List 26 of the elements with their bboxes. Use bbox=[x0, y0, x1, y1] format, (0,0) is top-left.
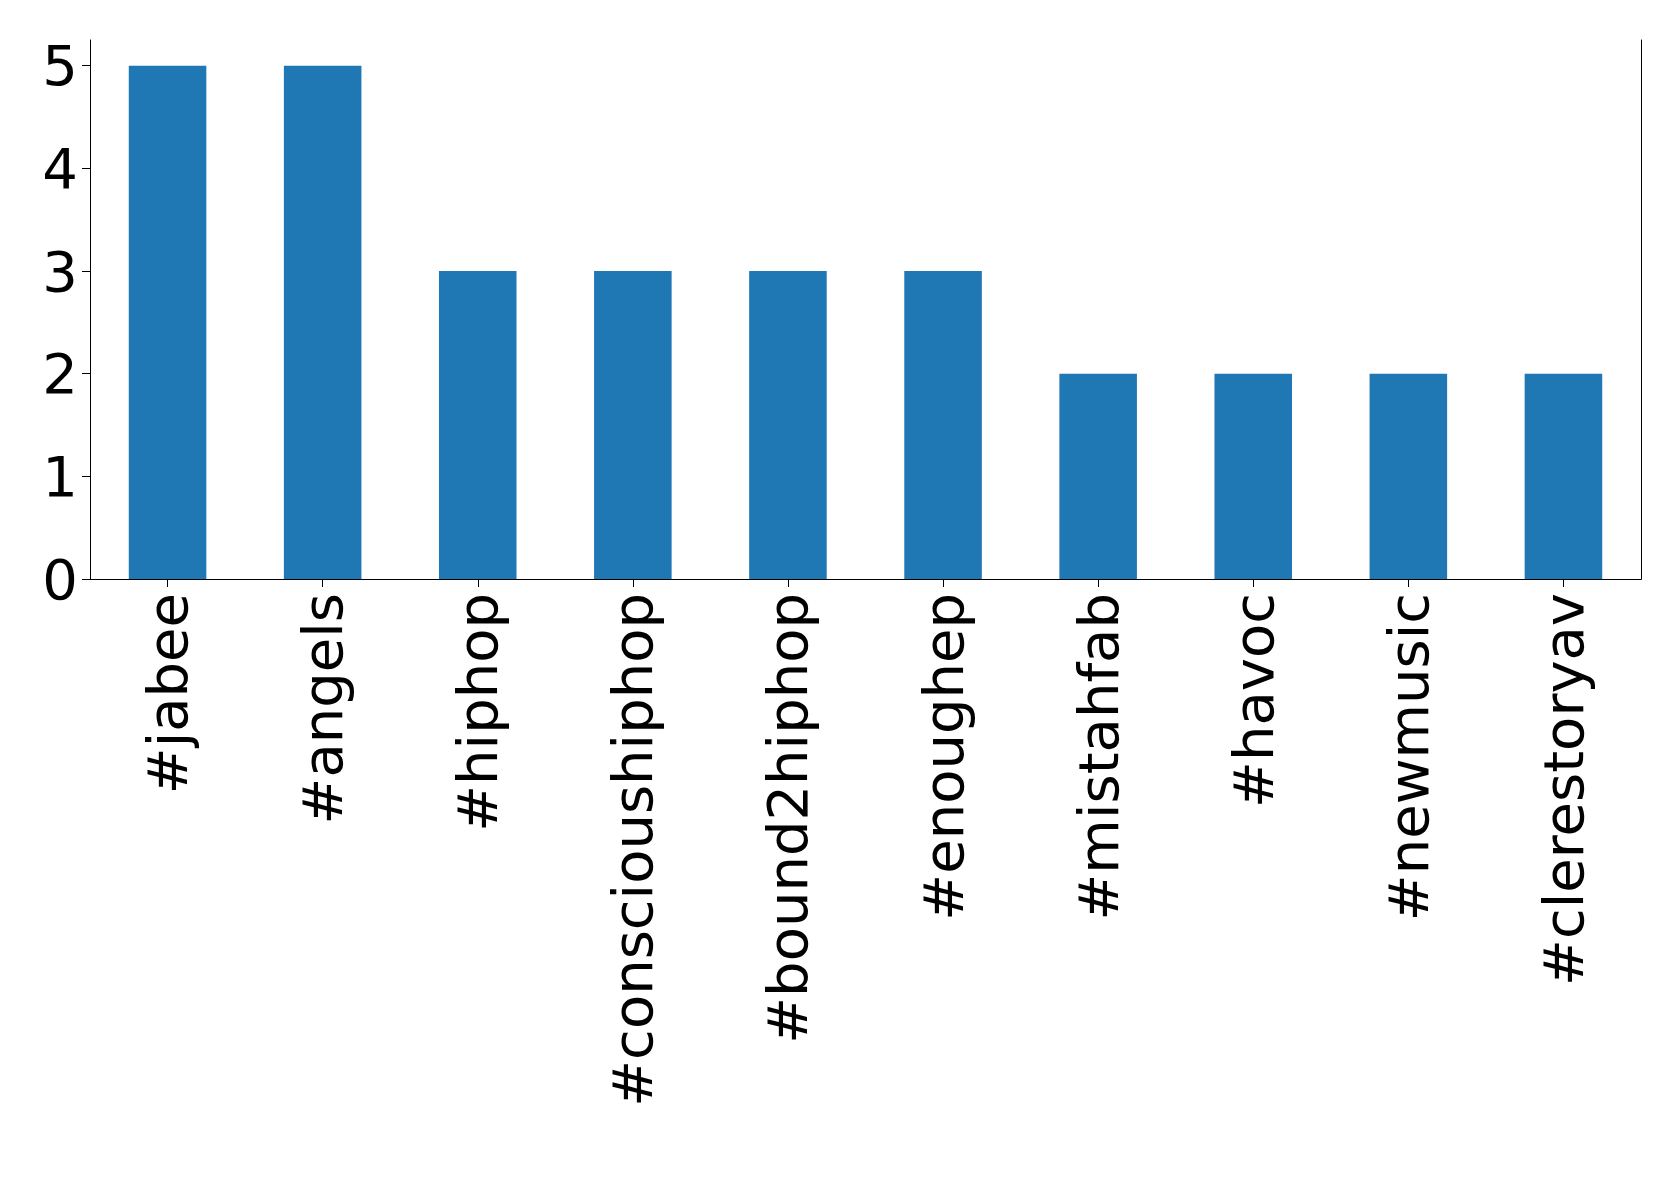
x-tick-label: #newmusic bbox=[1375, 593, 1441, 922]
x-tick-label: #bound2hiphop bbox=[755, 593, 821, 1044]
x-tick-label: #conscioushiphop bbox=[600, 593, 666, 1107]
x-tick-label: #angels bbox=[290, 593, 356, 825]
bar bbox=[1369, 373, 1448, 579]
bar bbox=[904, 271, 982, 579]
y-tick-label: 3 bbox=[42, 238, 78, 304]
bar bbox=[1524, 373, 1603, 579]
bar bbox=[749, 271, 827, 579]
y-tick-label: 2 bbox=[42, 341, 78, 407]
x-tick-label: #enoughep bbox=[910, 593, 976, 921]
x-tick-label: #hiphop bbox=[445, 593, 511, 832]
bar bbox=[1214, 373, 1293, 579]
bar bbox=[283, 65, 362, 579]
bar bbox=[594, 271, 672, 579]
y-tick-label: 1 bbox=[42, 443, 78, 509]
x-tick-label: #havoc bbox=[1220, 593, 1286, 808]
x-tick-label: #jabee bbox=[135, 593, 201, 795]
x-tick-label: #mistahfab bbox=[1065, 593, 1131, 921]
y-tick-label: 0 bbox=[42, 546, 78, 612]
y-tick-label: 4 bbox=[42, 135, 78, 201]
bar bbox=[128, 65, 207, 579]
bar bbox=[1059, 373, 1137, 579]
bar bbox=[438, 271, 517, 579]
x-tick-label: #clerestoryav bbox=[1530, 593, 1596, 986]
y-tick-label: 5 bbox=[42, 33, 78, 99]
